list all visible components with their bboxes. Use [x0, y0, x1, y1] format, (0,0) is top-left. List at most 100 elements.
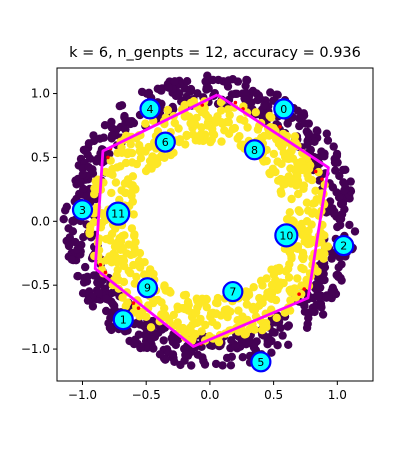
inner-class-point	[163, 105, 172, 115]
inner-class-point	[253, 125, 263, 134]
x-tick-label: 0.0	[200, 388, 219, 402]
outer-class-point	[283, 322, 292, 331]
inner-class-point	[145, 156, 155, 166]
inner-class-point	[175, 135, 185, 144]
generator-point-9	[136, 277, 159, 299]
inner-class-point	[123, 298, 132, 307]
outer-class-point	[170, 357, 179, 366]
outer-class-point	[278, 331, 287, 340]
inner-class-point	[224, 129, 234, 138]
inner-class-point	[302, 198, 312, 207]
outer-class-point	[300, 307, 310, 316]
outer-class-point	[242, 76, 251, 86]
outer-class-point	[129, 339, 139, 349]
inner-class-point	[130, 279, 139, 288]
outer-class-point	[95, 279, 105, 289]
inner-class-point	[144, 142, 153, 152]
misclassified-point	[278, 124, 282, 129]
inner-class-point	[284, 264, 293, 273]
outer-class-point	[73, 245, 82, 254]
y-tick-label: −1.0	[21, 342, 50, 356]
outer-class-point	[332, 149, 342, 159]
outer-class-point	[223, 82, 233, 91]
inner-class-point	[127, 224, 137, 233]
inner-class-point	[117, 148, 127, 157]
decision-boundary-line	[93, 93, 330, 348]
generator-label-5: 5	[257, 356, 264, 369]
inner-class-point	[142, 312, 151, 321]
outer-class-point	[106, 313, 115, 323]
inner-class-point	[249, 283, 258, 292]
misclassified-point	[320, 177, 324, 181]
inner-class-point	[303, 170, 312, 179]
inner-class-point	[277, 159, 286, 169]
inner-class-point	[128, 158, 137, 167]
misclassified-point	[98, 262, 103, 267]
inner-class-point	[180, 100, 189, 110]
inner-class-point	[304, 226, 313, 235]
outer-class-point	[310, 137, 319, 146]
outer-class-point	[107, 131, 117, 140]
inner-class-point	[234, 306, 243, 315]
inner-class-point	[101, 167, 110, 177]
outer-class-point	[295, 114, 304, 123]
outer-class-point	[102, 294, 111, 304]
outer-class-point	[84, 139, 94, 148]
outer-class-point	[345, 220, 354, 230]
outer-class-point	[108, 288, 117, 297]
inner-class-point	[112, 271, 121, 280]
inner-class-point	[223, 306, 232, 315]
outer-class-point	[94, 289, 104, 298]
outer-class-point	[310, 307, 319, 317]
inner-class-point	[299, 181, 309, 190]
inner-class-point	[122, 249, 131, 258]
inner-class-point	[224, 118, 233, 127]
generator-point-4	[139, 98, 161, 120]
outer-class-point	[273, 341, 282, 350]
outer-class-point	[306, 145, 315, 155]
inner-class-point	[127, 148, 137, 158]
outer-class-point	[260, 101, 269, 110]
outer-class-point	[117, 101, 127, 110]
generator-point-2	[333, 234, 355, 257]
outer-class-point	[333, 158, 342, 167]
outer-class-point	[182, 77, 192, 86]
inner-class-point	[286, 296, 295, 305]
inner-class-point	[287, 146, 296, 156]
inner-class-point	[126, 188, 136, 198]
inner-class-point	[165, 316, 174, 325]
inner-class-point	[135, 248, 145, 258]
outer-class-point	[211, 359, 221, 369]
outer-class-point	[204, 84, 213, 93]
inner-class-point	[285, 247, 294, 256]
inner-class-point	[90, 184, 99, 193]
outer-class-point	[276, 323, 285, 332]
outer-class-point	[134, 330, 144, 339]
axes-frame	[56, 67, 374, 382]
chart-title: k = 6, n_genpts = 12, accuracy = 0.936	[69, 45, 361, 61]
outer-class-point	[199, 356, 208, 366]
inner-class-point	[268, 164, 278, 173]
inner-class-point	[280, 152, 290, 162]
generator-label-7: 7	[229, 286, 236, 299]
inner-class-point	[146, 323, 156, 332]
outer-class-point	[59, 215, 68, 224]
outer-class-point	[168, 350, 178, 359]
outer-class-point	[318, 310, 328, 319]
outer-class-point	[332, 188, 341, 197]
inner-class-point	[260, 131, 269, 141]
misclassified-point	[302, 287, 306, 291]
outer-class-point	[84, 162, 93, 172]
inner-class-point	[217, 106, 226, 115]
outer-class-point	[142, 343, 152, 353]
generator-point-0	[273, 98, 295, 120]
misclassified-point	[103, 270, 108, 275]
outer-class-point	[270, 328, 279, 337]
inner-class-point	[132, 272, 141, 282]
outer-class-point	[323, 136, 333, 145]
outer-class-point	[69, 217, 78, 226]
outer-class-point	[304, 313, 313, 323]
inner-class-point	[258, 281, 267, 290]
outer-class-point	[82, 192, 91, 201]
outer-class-point	[320, 263, 330, 272]
